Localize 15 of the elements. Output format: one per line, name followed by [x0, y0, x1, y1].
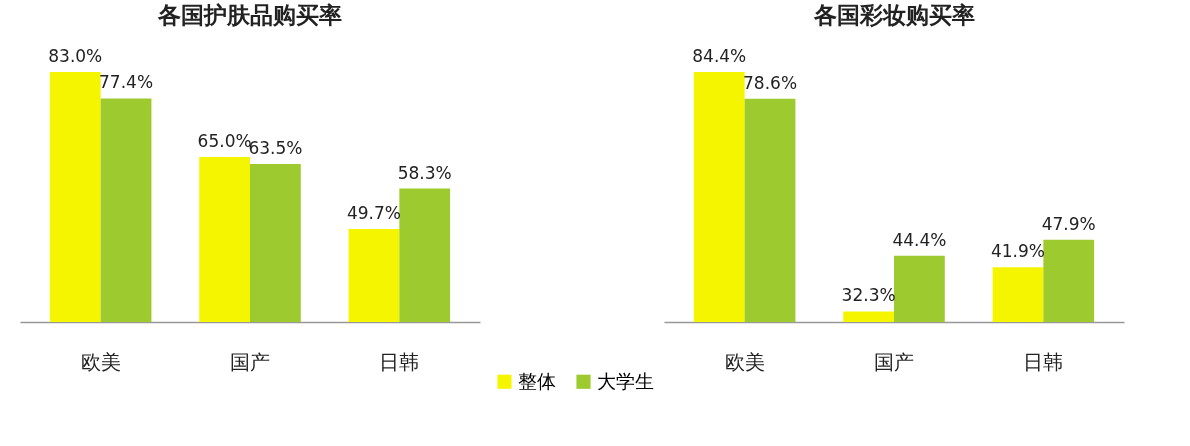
chart-title: 各国彩妆购买率: [812, 2, 975, 28]
x-tick-label: 国产: [874, 349, 914, 374]
chart-title: 各国护肤品购买率: [157, 2, 342, 28]
x-tick-label: 国产: [230, 349, 270, 374]
legend-label: 整体: [518, 369, 556, 392]
data-label: 84.4%: [692, 46, 747, 66]
x-tick-label: 欧美: [724, 349, 765, 374]
x-tick-label: 日韩: [379, 349, 420, 374]
x-tick-label: 日韩: [1023, 349, 1064, 374]
data-label: 58.3%: [397, 162, 452, 183]
x-tick-label: 欧美: [80, 349, 121, 374]
data-label: 47.9%: [1041, 213, 1096, 234]
data-label: 83.0%: [48, 46, 103, 66]
legend-label: 大学生: [597, 369, 654, 392]
data-label: 44.4%: [892, 229, 947, 250]
